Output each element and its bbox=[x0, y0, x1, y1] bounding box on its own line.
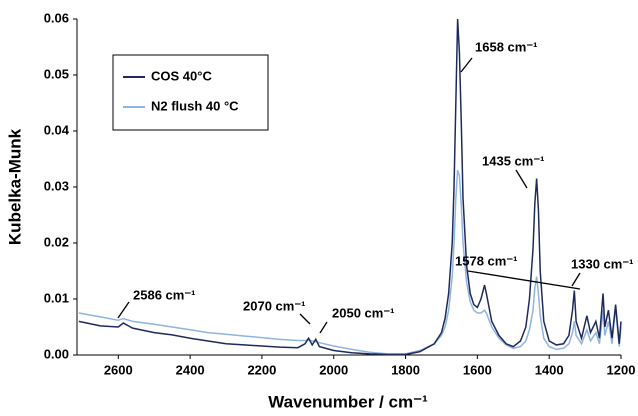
y-tick-label: 0.01 bbox=[44, 290, 69, 305]
annotation-leader bbox=[515, 169, 528, 189]
series-line bbox=[78, 169, 622, 355]
x-tick-label: 1800 bbox=[391, 362, 420, 377]
x-tick-label: 1600 bbox=[463, 362, 492, 377]
x-tick-label: 2400 bbox=[176, 362, 205, 377]
y-tick-label: 0.05 bbox=[44, 66, 69, 81]
y-tick-label: 0.06 bbox=[44, 10, 69, 25]
annotation: 2070 cm⁻¹ bbox=[243, 298, 306, 313]
x-axis-title: Wavenumber / cm⁻¹ bbox=[268, 392, 428, 411]
annotation-leader bbox=[460, 57, 473, 73]
annotation-leader bbox=[571, 272, 581, 287]
series-line bbox=[78, 18, 622, 356]
y-tick-label: 0.02 bbox=[44, 234, 69, 249]
y-tick-label: 0.03 bbox=[44, 178, 69, 193]
annotation: 2050 cm⁻¹ bbox=[332, 305, 395, 320]
legend-label: COS 40°C bbox=[151, 68, 212, 83]
x-tick-label: 2000 bbox=[319, 362, 348, 377]
x-tick-label: 2600 bbox=[104, 362, 133, 377]
annotation-leader bbox=[319, 321, 328, 334]
annotation: 1330 cm⁻¹ bbox=[571, 256, 634, 271]
y-axis-title: Kubelka-Munk bbox=[5, 128, 24, 245]
legend-label: N2 flush 40 °C bbox=[151, 98, 239, 113]
x-tick-label: 1200 bbox=[607, 362, 636, 377]
annotation: 1435 cm⁻¹ bbox=[482, 153, 545, 168]
annotation: 1658 cm⁻¹ bbox=[475, 39, 538, 54]
annotation-leader bbox=[117, 301, 130, 319]
annotation-leader bbox=[467, 270, 581, 290]
annotation: 2586 cm⁻¹ bbox=[133, 287, 196, 302]
x-tick-label: 2200 bbox=[247, 362, 276, 377]
legend-box bbox=[112, 54, 269, 131]
y-tick-label: 0.00 bbox=[44, 346, 69, 361]
x-tick-label: 1400 bbox=[535, 362, 564, 377]
y-tick-label: 0.04 bbox=[44, 122, 70, 137]
annotation-leader bbox=[299, 313, 311, 325]
annotation: 1578 cm⁻¹ bbox=[455, 253, 518, 268]
